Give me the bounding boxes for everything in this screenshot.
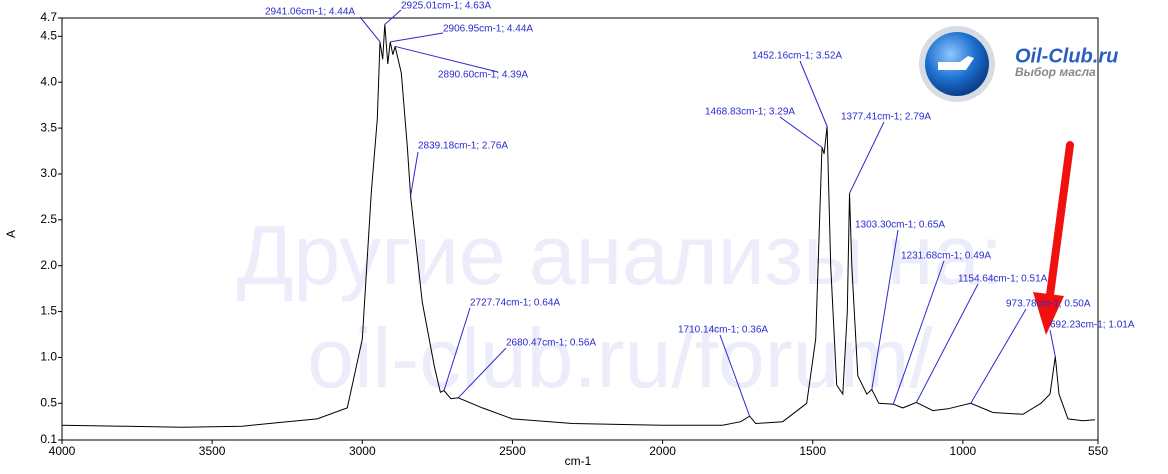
arrow-head (1033, 292, 1064, 335)
logo: Oil-Club.ru Выбор масла (919, 26, 1118, 102)
x-tick-label: 3000 (349, 444, 376, 458)
y-tick-label: 3.5 (40, 120, 57, 134)
annotation-leader (970, 308, 1027, 404)
annotation-leader (719, 334, 751, 417)
annotation-leader (799, 60, 828, 127)
logo-subtitle: Выбор масла (1015, 65, 1096, 79)
y-tick-label: 3.0 (40, 166, 57, 180)
annotation-leader (395, 45, 499, 73)
annotation-leader (1049, 329, 1056, 357)
y-tick-label: 2.0 (40, 258, 57, 272)
y-tick-label: 1.0 (40, 350, 57, 364)
y-tick-label: 4.5 (40, 29, 57, 43)
annotation-label: 1154.64cm-1; 0.51A (958, 274, 1048, 285)
x-tick-label: 2000 (649, 444, 676, 458)
x-tick-label: 1000 (950, 444, 977, 458)
x-tick-label: 550 (1088, 444, 1108, 458)
annotation-label: 2680.47cm-1; 0.56A (506, 338, 596, 349)
y-tick-label: 4.7 (40, 10, 57, 24)
y-tick-label: 4.0 (40, 74, 57, 88)
annotation-leader (359, 16, 381, 43)
annotation-leader (779, 116, 823, 148)
annotation-label: 692.23cm-1; 1.01A (1050, 320, 1135, 331)
watermark: Другие анализы на: oil-club.ru/forum/ (237, 208, 1004, 405)
annotation-leader (849, 121, 885, 194)
spectrum-line (61, 24, 1096, 428)
annotation-label: 2839.18cm-1; 2.76A (418, 141, 508, 152)
watermark-line: oil-club.ru/forum/ (307, 311, 933, 405)
annotation-leader (410, 151, 419, 197)
annotation-label: 1377.41cm-1; 2.79A (841, 112, 931, 123)
x-tick-label: 1500 (799, 444, 826, 458)
y-tick-label: 1.5 (40, 304, 57, 318)
annotation-leader (892, 260, 945, 405)
annotation-label: 1231.68cm-1; 0.49A (901, 251, 991, 262)
annotation-label: 1710.14cm-1; 0.36A (678, 325, 768, 336)
arrow-shaft (1044, 141, 1074, 314)
annotation-leader (384, 9, 402, 25)
annotation-label: 1303.30cm-1; 0.65A (855, 220, 945, 231)
x-axis-label: cm-1 (565, 454, 592, 468)
x-tick-label: 4000 (49, 444, 76, 458)
annotation-leader (443, 307, 471, 391)
x-tick-label: 3500 (199, 444, 226, 458)
annotation-leader (915, 283, 979, 403)
annotation-label: 1452.16cm-1; 3.52A (752, 51, 842, 62)
annotation-leader (457, 347, 507, 399)
annotation-leader (871, 229, 899, 390)
y-tick-label: 0.5 (40, 395, 57, 409)
logo-icon (938, 56, 974, 70)
watermark-line: Другие анализы на: (237, 208, 1004, 302)
annotation-label: 2906.95cm-1; 4.44A (443, 24, 533, 35)
logo-title: Oil-Club.ru (1015, 45, 1118, 67)
annotation-leader (390, 32, 444, 43)
x-tick-label: 2500 (499, 444, 526, 458)
y-tick-label: 2.5 (40, 212, 57, 226)
annotation-label: 2727.74cm-1; 0.64A (470, 298, 560, 309)
annotation-label: 2890.60cm-1; 4.39A (438, 70, 528, 81)
annotation-label: 973.78cm-1; 0.50A (1006, 299, 1091, 310)
y-tick-label: 0.1 (40, 432, 57, 446)
annotation-label: 2941.06cm-1; 4.44A (265, 7, 355, 18)
annotation-label: 1468.83cm-1; 3.29A (705, 107, 795, 118)
y-axis-label: A (4, 230, 18, 238)
plot-frame (61, 17, 1099, 441)
annotation-label: 2925.01cm-1; 4.63A (401, 1, 491, 12)
